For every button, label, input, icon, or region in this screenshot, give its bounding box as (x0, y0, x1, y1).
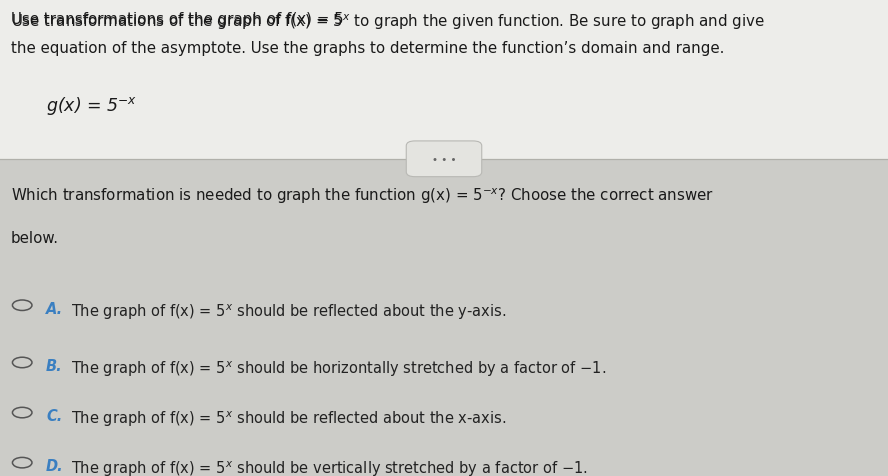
Text: D.: D. (46, 458, 64, 473)
Text: below.: below. (11, 231, 59, 246)
Text: g(x) = 5$^{-x}$: g(x) = 5$^{-x}$ (46, 95, 138, 117)
Text: The graph of f(x) = 5$^x$ should be horizontally stretched by a factor of $-$1.: The graph of f(x) = 5$^x$ should be hori… (71, 358, 607, 378)
Text: The graph of f(x) = 5$^x$ should be reflected about the y-axis.: The graph of f(x) = 5$^x$ should be refl… (71, 301, 506, 321)
Text: Which transformation is needed to graph the function g(x) = 5$^{-x}$? Choose the: Which transformation is needed to graph … (11, 186, 714, 205)
FancyBboxPatch shape (0, 159, 888, 476)
Text: the equation of the asymptote. Use the graphs to determine the function’s domain: the equation of the asymptote. Use the g… (11, 41, 724, 56)
Text: • • •: • • • (432, 155, 456, 164)
Text: The graph of f(x) = 5$^x$ should be reflected about the x-axis.: The graph of f(x) = 5$^x$ should be refl… (71, 408, 506, 428)
Text: A.: A. (46, 301, 63, 316)
Text: Use transformations of the graph of f(x) = 5: Use transformations of the graph of f(x)… (11, 12, 344, 27)
FancyBboxPatch shape (406, 142, 481, 177)
Text: Use transformations of the graph of f(x) = 5$^x$ to graph the given function. Be: Use transformations of the graph of f(x)… (11, 12, 765, 31)
Text: B.: B. (46, 358, 63, 373)
Text: The graph of f(x) = 5$^x$ should be vertically stretched by a factor of $-$1.: The graph of f(x) = 5$^x$ should be vert… (71, 458, 588, 476)
Text: C.: C. (46, 408, 62, 423)
FancyBboxPatch shape (0, 0, 888, 159)
